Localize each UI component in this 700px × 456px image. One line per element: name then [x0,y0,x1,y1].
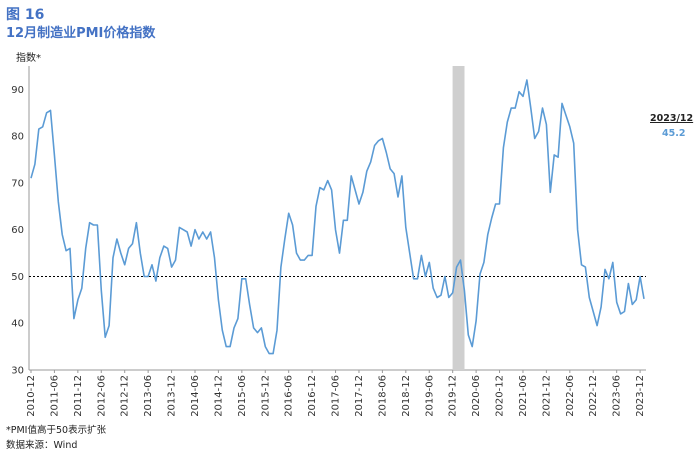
x-tick-label: 2013-12 [167,375,178,417]
x-tick-label: 2011-06 [49,375,60,417]
x-tick-label: 2023-12 [635,375,646,417]
x-tick-label: 2010-12 [26,375,37,417]
x-tick-label: 2018-06 [377,375,388,417]
x-tick-label: 2014-12 [213,375,224,417]
x-tick-label: 2016-06 [284,375,295,417]
x-tick-label: 2023-06 [612,375,623,417]
y-axis-unit-label: 指数* [16,53,41,64]
pmi-price-series-line [30,79,645,355]
y-tick-label: 50 [11,272,24,283]
chart-title: 12月制造业PMI价格指数 [6,26,156,41]
x-tick-label: 2013-06 [143,375,154,417]
x-tick-label: 2015-06 [237,375,248,417]
x-tick-label: 2019-06 [424,375,435,417]
y-tick-label: 70 [11,178,24,189]
highlight-band [452,66,465,370]
y-tick-label: 80 [11,132,24,143]
x-tick-label: 2011-12 [73,375,84,417]
x-tick-label: 2012-06 [96,375,107,417]
x-tick-labels: 2010-12 2011-06 2011-12 2012-06 2012-12 2013-… [26,375,646,417]
x-tick-label: 2021-12 [541,375,552,417]
figure-number: 图 16 [6,7,45,23]
latest-value-callout: 45.2 [662,128,686,139]
x-tick-label: 2018-12 [401,375,412,417]
x-tick-label: 2017-12 [354,375,365,417]
x-tick-label: 2020-06 [471,375,482,417]
x-tick-label: 2019-12 [448,375,459,417]
x-tick-label: 2014-06 [190,375,201,417]
footnote-expansion: *PMI值高于50表示扩张 [6,425,107,436]
y-tick-label: 30 [11,366,24,377]
axes-group [28,66,646,373]
x-tick-label: 2022-06 [565,375,576,417]
x-tick-label: 2021-06 [518,375,529,417]
x-tick-label: 2015-12 [260,375,271,417]
y-tick-label: 40 [11,319,24,330]
footnote-source: 数据来源：Wind [6,440,78,451]
x-tick-label: 2020-12 [495,375,506,417]
series-group [30,79,645,355]
y-tick-labels: 30 40 50 60 70 80 90 [11,85,24,377]
x-tick-label: 2022-12 [588,375,599,417]
x-tick-label: 2012-12 [120,375,131,417]
x-tick-label: 2016-12 [307,375,318,417]
y-tick-label: 90 [11,85,24,96]
latest-date-callout: 2023/12 [650,113,694,124]
y-tick-label: 60 [11,225,24,236]
highlight-band-group [452,66,465,370]
x-tick-label: 2017-06 [331,375,342,417]
